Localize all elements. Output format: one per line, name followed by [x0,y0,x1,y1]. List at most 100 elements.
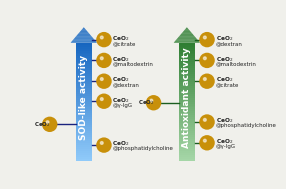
Bar [76,143,92,145]
Text: CeO$_2$: CeO$_2$ [216,76,233,84]
Circle shape [100,57,108,64]
Circle shape [97,75,110,88]
Bar [76,145,92,147]
Bar [76,129,92,131]
Circle shape [96,53,112,68]
Bar [179,104,195,105]
Bar [179,88,195,90]
Bar [76,90,92,92]
Bar [179,159,195,160]
Polygon shape [72,40,96,41]
Bar [179,121,195,123]
Bar [76,58,92,60]
Bar [179,80,195,82]
Bar [76,149,92,151]
Circle shape [203,139,211,147]
Bar [76,50,92,53]
Bar [76,113,92,115]
Bar [76,123,92,125]
Circle shape [203,36,211,43]
Circle shape [200,115,214,129]
Polygon shape [176,39,197,40]
Bar [179,108,195,109]
Circle shape [203,77,211,85]
Circle shape [199,53,215,68]
Text: CeO$_2$: CeO$_2$ [216,34,233,43]
Bar [179,58,195,60]
Bar [179,125,195,127]
Bar [76,153,92,155]
Bar [76,88,92,90]
Text: CeO$_2$: CeO$_2$ [138,98,154,107]
Text: @dextran: @dextran [216,41,243,46]
Bar [76,108,92,109]
Polygon shape [180,35,194,36]
Circle shape [100,98,103,100]
Bar [179,66,195,68]
Circle shape [102,58,106,63]
Circle shape [200,136,214,149]
Circle shape [202,55,212,66]
Bar [76,47,92,49]
Circle shape [205,79,209,84]
Circle shape [97,95,110,108]
Circle shape [97,33,110,46]
Bar [179,96,195,98]
Text: CeO$_2$: CeO$_2$ [112,139,130,148]
Circle shape [199,74,215,89]
Bar [76,125,92,127]
Circle shape [199,32,215,47]
Text: CeO$_2$: CeO$_2$ [112,96,130,105]
Bar [76,70,92,72]
Bar [179,47,195,49]
Circle shape [100,141,108,149]
Circle shape [102,143,106,147]
Text: Antioxidant activity: Antioxidant activity [182,47,191,148]
Circle shape [199,114,215,130]
Circle shape [102,37,106,42]
Bar [179,57,195,58]
Circle shape [200,75,214,88]
Bar [76,115,92,117]
Bar [76,84,92,86]
Circle shape [97,139,110,152]
Text: @maltodextrin: @maltodextrin [112,62,153,67]
Circle shape [96,137,112,153]
Bar [76,102,92,104]
Circle shape [96,74,112,89]
Bar [179,70,195,72]
Polygon shape [177,38,197,39]
Bar [179,84,195,86]
Bar [179,86,195,88]
Bar [179,76,195,78]
Text: CeO$_2$: CeO$_2$ [34,120,50,129]
Text: CeO$_2$: CeO$_2$ [112,55,130,64]
Bar [179,115,195,117]
Bar [179,82,195,84]
Bar [76,137,92,139]
Circle shape [202,137,212,148]
Polygon shape [175,40,199,41]
Polygon shape [77,35,91,36]
Circle shape [102,79,106,84]
Bar [179,62,195,64]
Polygon shape [186,27,188,28]
Bar [76,68,92,70]
Bar [179,129,195,131]
Text: CeO$_2$: CeO$_2$ [216,137,233,146]
Polygon shape [80,31,88,32]
Bar [179,49,195,50]
Bar [76,96,92,98]
Bar [76,159,92,160]
Bar [179,53,195,54]
Bar [179,137,195,139]
Bar [179,50,195,53]
Polygon shape [82,28,85,29]
Bar [179,64,195,66]
Circle shape [203,119,206,121]
Bar [179,105,195,108]
Text: CeO$_2$: CeO$_2$ [112,34,130,43]
Bar [76,82,92,84]
Polygon shape [83,27,84,28]
Bar [76,119,92,121]
